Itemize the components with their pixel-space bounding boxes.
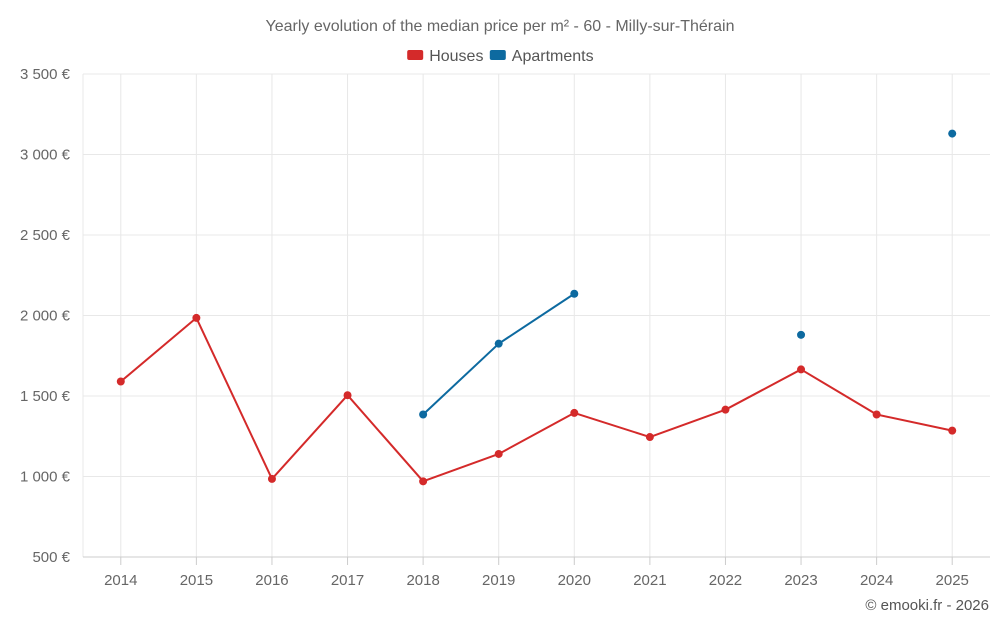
x-tick-label: 2024 [860,572,893,589]
series-layer [116,129,957,486]
data-point-houses[interactable] [192,313,201,322]
y-tick-label: 1 500 € [20,388,71,405]
legend-label-apartments: Apartments [512,48,594,65]
legend[interactable]: Houses Apartments [407,48,594,65]
x-tick-label: 2019 [482,572,515,589]
y-tick-label: 1 000 € [20,469,71,486]
y-tick-label: 2 000 € [20,308,71,325]
x-tick-label: 2021 [633,572,666,589]
x-tick-label: 2023 [784,572,817,589]
legend-label-houses: Houses [429,48,483,65]
data-point-apartments[interactable] [494,339,503,348]
data-point-apartments[interactable] [948,129,957,138]
y-tick-label: 3 000 € [20,147,71,164]
y-tick-label: 500 € [32,549,70,566]
credit-text: © emooki.fr - 2026 [865,597,989,614]
x-tick-label: 2020 [558,572,591,589]
data-point-apartments[interactable] [797,330,806,339]
data-point-houses[interactable] [948,426,957,435]
x-axis: 2014 2015 2016 2017 2018 2019 2020 2021 2022 2023… [83,556,990,589]
data-point-houses[interactable] [116,377,125,386]
data-point-houses[interactable] [645,433,654,442]
x-tick-label: 2015 [180,572,213,589]
x-tick-label: 2018 [406,572,439,589]
x-tick-label: 2016 [255,572,288,589]
grid [82,73,990,557]
x-tick-label: 2025 [936,572,969,589]
data-point-houses[interactable] [797,365,806,374]
y-tick-label: 2 500 € [20,227,71,244]
series-line-houses [120,316,953,483]
data-point-apartments[interactable] [419,410,428,419]
x-tick-label: 2017 [331,572,364,589]
y-axis: 500 € 1 000 € 1 500 € 2 000 € 2 500 € 3 000 €… [20,66,71,566]
legend-swatch-apartments [489,50,506,60]
data-point-houses[interactable] [267,474,276,483]
x-tick-label: 2014 [104,572,137,589]
data-point-houses[interactable] [494,449,503,458]
legend-swatch-houses [407,50,424,60]
data-point-houses[interactable] [872,410,881,419]
chart-title: Yearly evolution of the median price per… [266,18,735,35]
data-point-houses[interactable] [343,391,352,400]
data-point-houses[interactable] [570,408,579,417]
data-point-apartments[interactable] [570,289,579,298]
legend-item-apartments[interactable]: Apartments [489,48,594,65]
data-point-houses[interactable] [419,477,428,486]
y-tick-label: 3 500 € [20,66,71,83]
x-tick-label: 2022 [709,572,742,589]
data-point-houses[interactable] [721,405,730,414]
legend-item-houses[interactable]: Houses [407,48,483,65]
